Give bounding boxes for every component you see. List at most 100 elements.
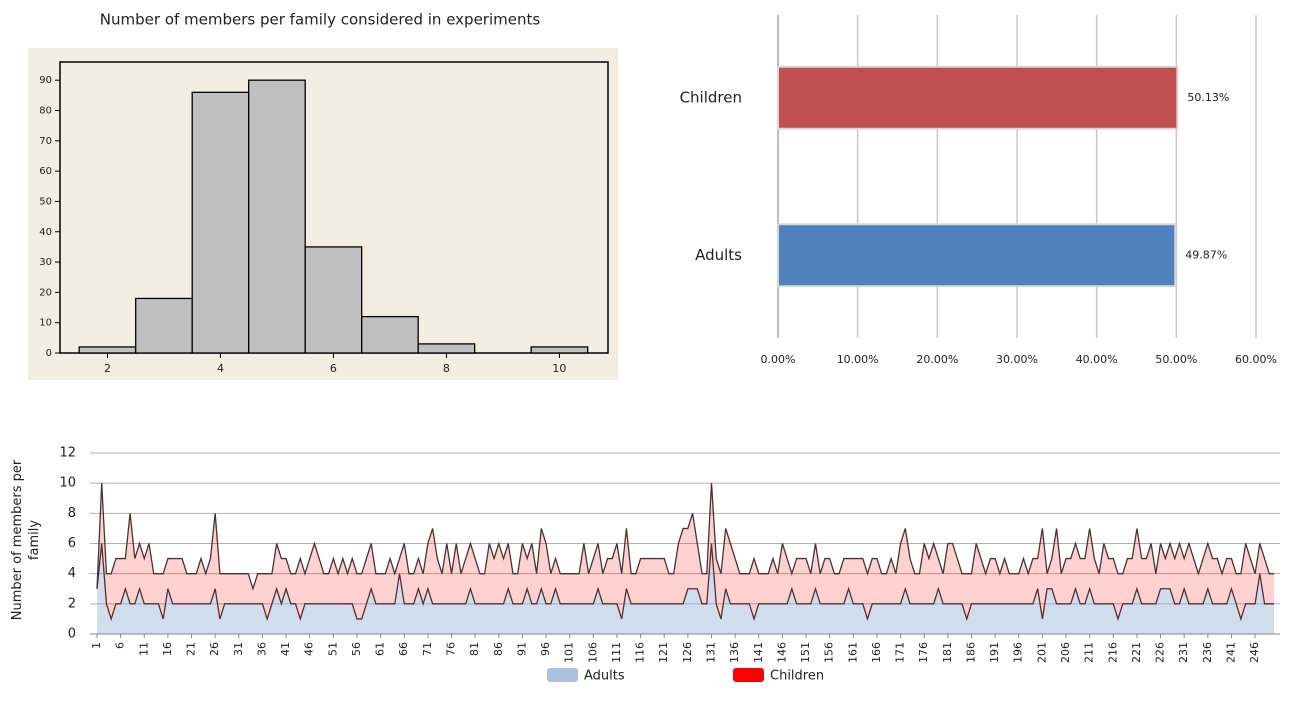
- x-tick-label: 136: [728, 642, 741, 663]
- x-tick-label: 126: [681, 642, 694, 663]
- x-tick-label: 21: [185, 642, 198, 656]
- x-tick-label: 91: [515, 642, 528, 656]
- histogram-bar: [361, 315, 419, 354]
- x-tick-label: 206: [1059, 642, 1072, 663]
- y-tick-label: 20: [39, 287, 52, 298]
- x-tick-label: 231: [1177, 642, 1190, 663]
- x-tick-label: 141: [752, 642, 765, 663]
- histogram-bar: [248, 79, 306, 354]
- x-tick-label: 40.00%: [1076, 353, 1118, 366]
- y-tick-label: 10: [59, 476, 76, 491]
- y-tick-label: 40: [39, 227, 52, 238]
- x-tick-label: 11: [137, 642, 150, 656]
- x-tick-label: 61: [374, 642, 387, 656]
- y-tick-label: 50: [39, 196, 52, 207]
- y-tick-label: 30: [39, 257, 52, 268]
- histogram-bar: [78, 346, 137, 354]
- y-tick-label: 80: [39, 106, 52, 117]
- value-label: 50.13%: [1187, 91, 1229, 104]
- x-tick-label: 31: [232, 642, 245, 656]
- x-tick-label: 4: [217, 362, 224, 375]
- y-tick-label: 2: [68, 596, 76, 611]
- x-tick-label: 10: [552, 362, 566, 375]
- x-tick-label: 1: [90, 642, 103, 649]
- x-tick-label: 181: [941, 642, 954, 663]
- x-tick-label: 111: [610, 642, 623, 663]
- series-line: [96, 483, 1274, 591]
- histogram-bar: [135, 297, 193, 354]
- x-tick-label: 16: [161, 642, 174, 656]
- x-tick-label: 166: [870, 642, 883, 663]
- x-tick-label: 20.00%: [916, 353, 958, 366]
- histogram-bar: [191, 91, 250, 354]
- x-tick-label: 246: [1248, 642, 1261, 663]
- x-tick-label: 106: [586, 642, 599, 663]
- x-tick-label: 81: [468, 642, 481, 656]
- x-tick-label: 131: [704, 642, 717, 663]
- y-tick-label: 12: [59, 446, 76, 461]
- bar: [777, 65, 1179, 130]
- x-tick-label: 66: [397, 642, 410, 656]
- x-tick-label: 171: [894, 642, 907, 663]
- y-tick-label: 8: [68, 506, 76, 521]
- x-tick-label: 211: [1083, 642, 1096, 663]
- x-tick-label: 41: [279, 642, 292, 656]
- x-tick-label: 156: [823, 642, 836, 663]
- x-tick-label: 236: [1201, 642, 1214, 663]
- x-tick-label: 26: [208, 642, 221, 656]
- x-tick-label: 96: [539, 642, 552, 656]
- x-tick-label: 2: [104, 362, 111, 375]
- legend-swatch: [733, 668, 764, 682]
- x-tick-label: 36: [255, 642, 268, 656]
- x-tick-label: 201: [1035, 642, 1048, 663]
- bar: [777, 223, 1177, 288]
- x-tick-label: 146: [775, 642, 788, 663]
- y-tick-label: 90: [39, 75, 52, 86]
- series-line: [96, 543, 1274, 622]
- x-tick-label: 71: [421, 642, 434, 656]
- x-tick-label: 101: [563, 642, 576, 663]
- histogram-bar: [530, 346, 589, 354]
- y-tick-label: 4: [68, 566, 76, 581]
- x-tick-label: 241: [1224, 642, 1237, 663]
- x-tick-label: 176: [917, 642, 930, 663]
- x-tick-label: 76: [445, 642, 458, 656]
- y-tick-label: 10: [39, 318, 52, 329]
- x-tick-label: 50.00%: [1155, 353, 1197, 366]
- category-label: Adults: [695, 246, 742, 264]
- histogram-bar: [417, 343, 476, 354]
- category-label: Children: [680, 88, 742, 106]
- x-tick-label: 116: [634, 642, 647, 663]
- x-tick-label: 186: [964, 642, 977, 663]
- x-tick-label: 196: [1012, 642, 1025, 663]
- area: [97, 483, 1274, 619]
- y-tick-label: 0: [68, 627, 76, 642]
- x-tick-label: 226: [1154, 642, 1167, 663]
- x-tick-label: 6: [114, 642, 127, 649]
- x-tick-label: 8: [443, 362, 450, 375]
- x-tick-label: 46: [303, 642, 316, 656]
- x-tick-label: 191: [988, 642, 1001, 663]
- x-tick-label: 151: [799, 642, 812, 663]
- y-tick-label: 0: [46, 348, 52, 359]
- x-tick-label: 0.00%: [761, 353, 796, 366]
- x-tick-label: 30.00%: [996, 353, 1038, 366]
- chart-title: Number of members per family considered …: [100, 11, 541, 29]
- legend-label: Children: [770, 669, 824, 684]
- x-tick-label: 56: [350, 642, 363, 656]
- legend-label: Adults: [584, 669, 625, 684]
- x-tick-label: 10.00%: [837, 353, 879, 366]
- legend-swatch: [547, 668, 578, 682]
- x-tick-label: 221: [1130, 642, 1143, 663]
- y-axis-label: Number of members per family: [10, 459, 42, 621]
- y-tick-label: 6: [68, 536, 76, 551]
- value-label: 49.87%: [1185, 248, 1227, 261]
- x-tick-label: 60.00%: [1235, 353, 1277, 366]
- y-tick-label: 70: [39, 136, 52, 147]
- x-tick-label: 121: [657, 642, 670, 663]
- y-tick-label: 60: [39, 166, 52, 177]
- x-tick-label: 6: [330, 362, 337, 375]
- x-tick-label: 51: [326, 642, 339, 656]
